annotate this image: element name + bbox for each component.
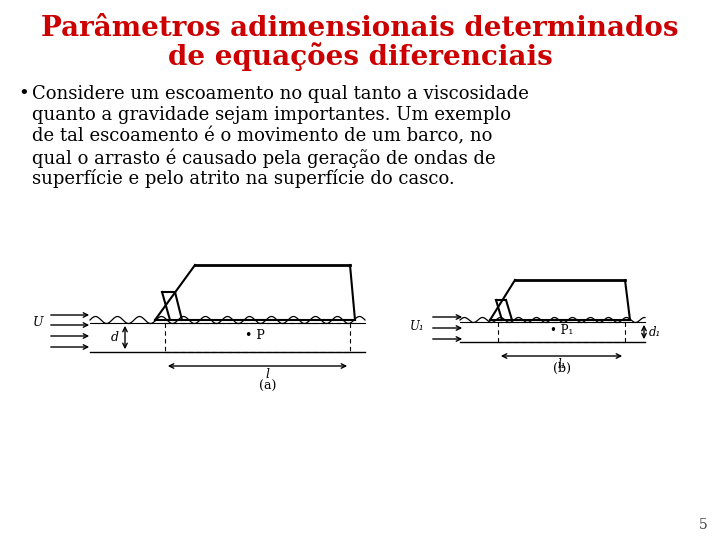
Text: •: • <box>18 85 29 103</box>
Text: qual o arrasto é causado pela geração de ondas de: qual o arrasto é causado pela geração de… <box>32 148 495 167</box>
Text: de equações diferenciais: de equações diferenciais <box>168 42 552 71</box>
Text: 5: 5 <box>699 518 708 532</box>
Text: de tal escoamento é o movimento de um barco, no: de tal escoamento é o movimento de um ba… <box>32 127 492 145</box>
Text: U: U <box>32 316 43 329</box>
Text: (b): (b) <box>552 362 570 375</box>
Text: Considere um escoamento no qual tanto a viscosidade: Considere um escoamento no qual tanto a … <box>32 85 529 103</box>
Text: l: l <box>266 368 269 381</box>
Text: superfície e pelo atrito na superfície do casco.: superfície e pelo atrito na superfície d… <box>32 169 455 188</box>
Text: • P₁: • P₁ <box>550 325 573 338</box>
Text: U₁: U₁ <box>410 320 425 333</box>
Text: quanto a gravidade sejam importantes. Um exemplo: quanto a gravidade sejam importantes. Um… <box>32 106 511 124</box>
Text: d: d <box>111 331 119 344</box>
Text: Parâmetros adimensionais determinados: Parâmetros adimensionais determinados <box>41 15 679 42</box>
Text: • P: • P <box>245 329 265 342</box>
Text: l₁: l₁ <box>557 358 566 371</box>
Text: d₁: d₁ <box>649 326 661 339</box>
Text: (a): (a) <box>258 380 276 393</box>
